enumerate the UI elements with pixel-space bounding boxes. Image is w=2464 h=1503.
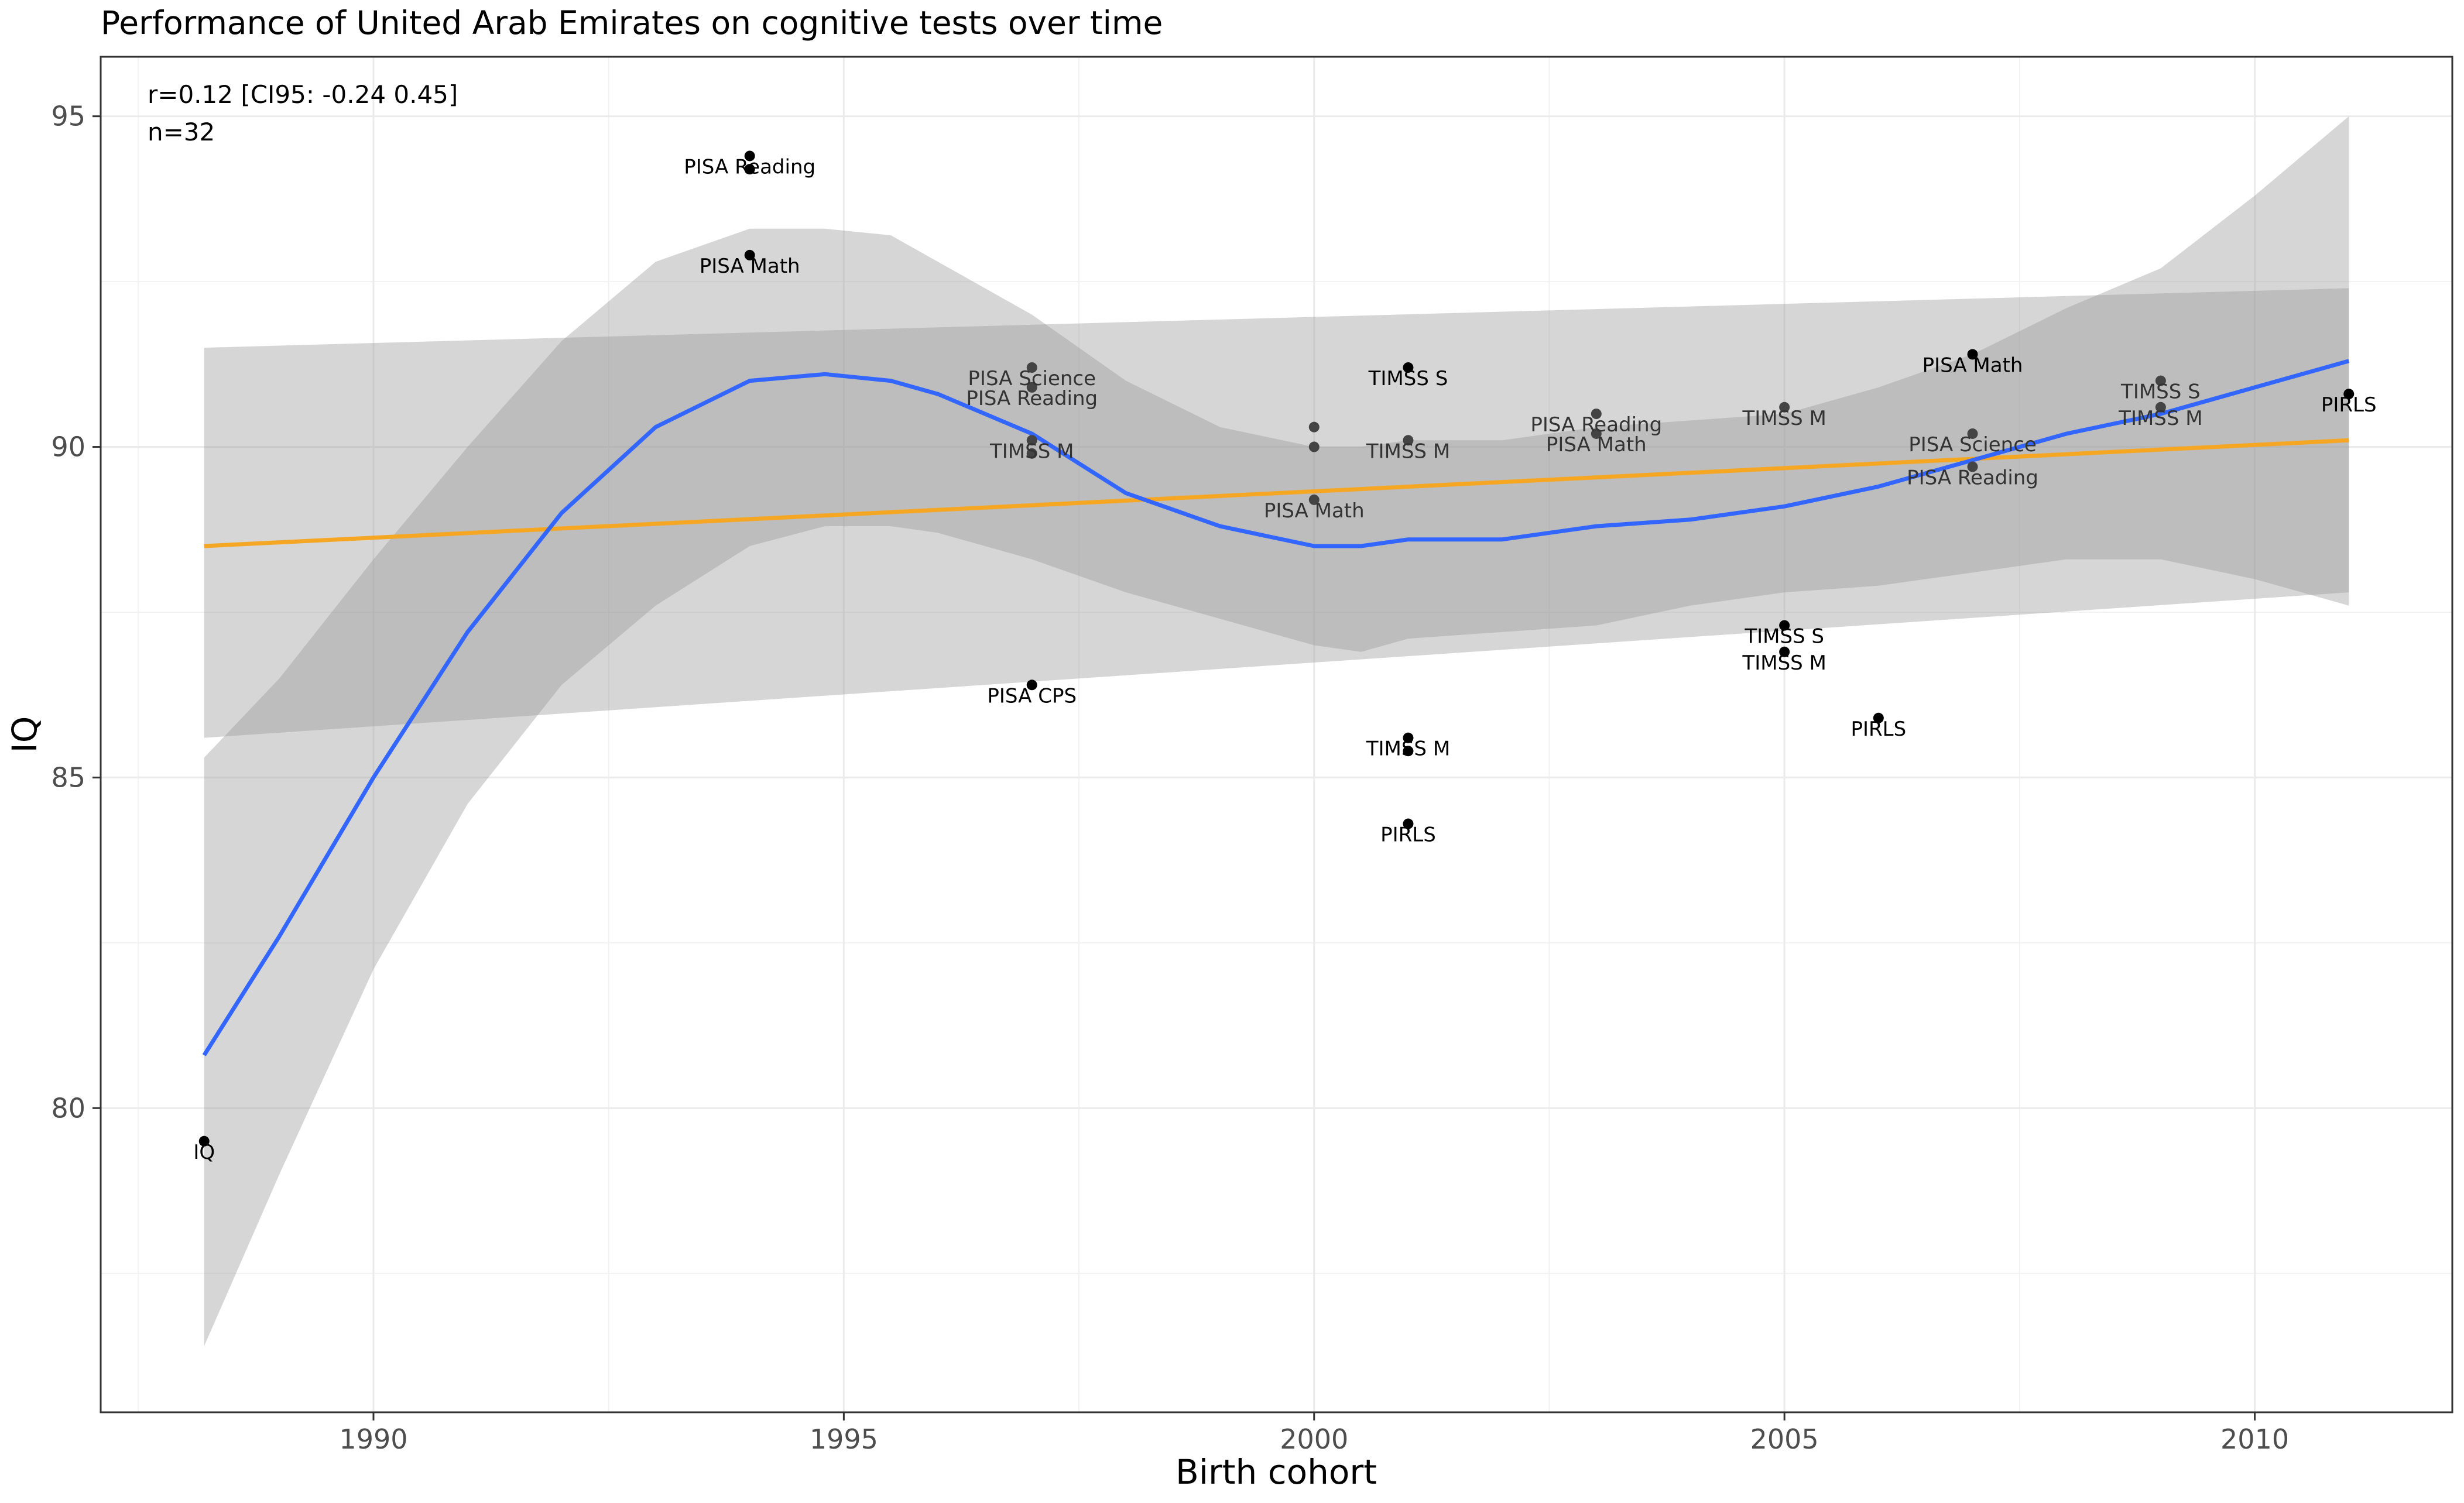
linear-fit-line [204,438,2349,548]
data-point [1308,494,1320,505]
x-tick-label: 1990 [339,1423,407,1455]
x-tick-label: 2005 [1750,1423,1819,1455]
data-point [1779,620,1790,631]
point-label: TIMSS S [2120,380,2201,404]
y-tick-label: 90 [51,431,85,463]
data-point [744,249,755,260]
point-label: PISA Reading [966,387,1098,410]
y-axis: 80 85 90 95 [51,101,101,1124]
data-point [1403,435,1414,446]
y-tick-label: 80 [51,1092,85,1124]
data-point [1403,362,1414,373]
point-label: PISA Reading [1530,413,1662,437]
point-label: PISA Math [700,255,800,278]
point-label: PISA Math [1922,354,2023,377]
data-point [1779,646,1790,657]
data-point [1591,428,1602,439]
confidence-bands [204,116,2349,1347]
data-point [1026,362,1037,373]
data-point [2155,402,2166,413]
x-axis: 1990 1995 2000 2005 2010 [339,1412,2289,1455]
data-point [1779,402,1790,413]
point-label: PISA Science [968,367,1096,390]
annotation-n: n=32 [148,118,215,146]
y-tick-label: 85 [51,761,85,793]
point-label: PIRLS [1380,823,1436,847]
data-point [1967,349,1978,360]
grid [101,57,2452,1412]
data-point [1026,448,1037,459]
data-point [198,1135,210,1147]
annotation-correlation: r=0.12 [CI95: -0.24 0.45] [148,80,458,109]
point-label: PISA Math [1264,499,1365,523]
point-label: PISA Reading [1907,466,2038,489]
chart-title: Performance of United Arab Emirates on c… [101,4,1163,42]
point-label: PISA Reading [684,155,815,179]
data-point [1308,421,1320,433]
data-point [1403,818,1414,829]
data-point [1591,409,1602,420]
point-label: TIMSS M [1742,407,1826,430]
y-tick-label: 95 [51,101,85,132]
data-points [198,150,2355,1147]
point-label: TIMSS S [1368,367,1448,390]
data-point [744,150,755,162]
x-tick-label: 2010 [2220,1423,2289,1455]
data-point [1026,435,1037,446]
loess-fit-ci-band [204,116,2349,1347]
fit-lines [202,359,2350,1056]
x-axis-title: Birth cohort [1176,1452,1377,1492]
data-point [2155,375,2166,386]
data-point [1403,746,1414,757]
x-tick-label: 1995 [810,1423,878,1455]
point-label: PIRLS [1851,718,1907,741]
panel-border [100,56,2453,1413]
x-tick-label: 2000 [1280,1423,1348,1455]
point-label: PISA Science [1908,433,2037,457]
point-label: PISA CPS [987,684,1077,708]
data-point [744,164,755,175]
data-point [1967,428,1978,439]
data-point [1967,461,1978,472]
data-point [1403,732,1414,743]
point-label: TIMSS M [1366,440,1450,463]
point-label: TIMSS M [989,440,1074,463]
loess-fit-line [202,359,2350,1056]
linear-fit-ci-band [204,288,2349,738]
point-label: PISA Math [1546,433,1647,457]
point-label: TIMSS M [2118,407,2202,430]
data-point [1873,712,1884,723]
data-point [1026,382,1037,393]
plot-panel [100,56,2453,1413]
point-label: TIMSS S [1744,625,1824,648]
point-label: IQ [193,1141,215,1164]
point-label: TIMSS M [1742,651,1826,675]
data-point [1308,441,1320,452]
point-label: TIMSS M [1366,737,1450,761]
data-point [2343,389,2355,400]
y-axis-title: IQ [5,716,44,753]
data-point [1026,680,1037,691]
point-label: PIRLS [2321,393,2377,417]
